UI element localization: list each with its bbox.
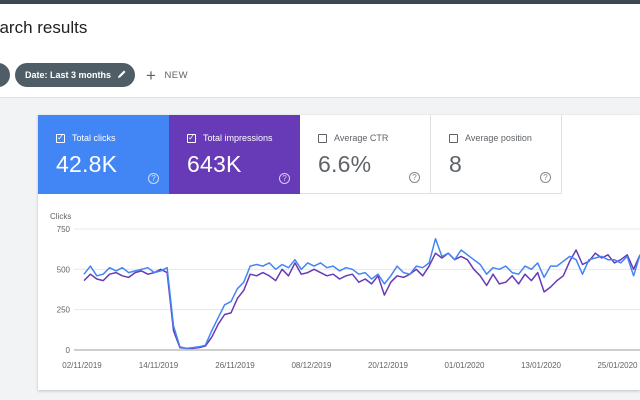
total-clicks-card[interactable]: ✓ Total clicks 42.8K ?	[38, 115, 169, 194]
y-tick-label: 0	[66, 346, 71, 355]
series-line	[83, 237, 640, 350]
page-title: earch results	[0, 18, 88, 37]
checkbox-checked-icon[interactable]: ✓	[56, 133, 65, 143]
x-tick-label: 20/12/2019	[368, 361, 409, 370]
x-tick-label: 02/11/2019	[62, 361, 102, 370]
new-filter-button[interactable]: + NEW	[146, 63, 188, 87]
new-filter-label: NEW	[164, 69, 189, 81]
filter-chip-partial[interactable]	[0, 63, 10, 87]
y-tick-label: 500	[57, 265, 71, 274]
top-accent-bar	[0, 0, 640, 4]
x-tick-label: 26/11/2019	[215, 361, 255, 370]
average-position-card[interactable]: Average position 8 ?	[431, 115, 562, 194]
checkbox-unchecked-icon[interactable]	[318, 133, 327, 143]
x-tick-label: 14/11/2019	[139, 361, 179, 370]
card-label: Average position	[465, 133, 532, 143]
x-tick-label: 01/01/2020	[444, 361, 485, 370]
help-icon[interactable]: ?	[148, 173, 159, 184]
card-label: Average CTR	[334, 133, 389, 143]
checkbox-unchecked-icon[interactable]	[449, 133, 458, 143]
pencil-icon[interactable]	[117, 69, 127, 81]
series-line	[83, 249, 640, 350]
date-filter-chip[interactable]: Date: Last 3 months	[15, 63, 136, 87]
filter-bar: Date: Last 3 months + NEW	[0, 50, 640, 98]
card-label: Total impressions	[203, 133, 273, 143]
card-value: 42.8K	[56, 151, 118, 177]
page-header: earch results	[0, 4, 640, 50]
y-tick-label: 750	[57, 225, 71, 234]
clicks-impressions-chart[interactable]: 0 250 500 750 02/11/2019 14/11/2019 26/11/2019…	[38, 220, 640, 380]
date-filter-label: Date: Last 3 months	[25, 70, 112, 80]
x-tick-label: 25/01/2020	[597, 361, 638, 370]
chart-y-axis-title: Clicks	[50, 212, 72, 221]
x-tick-label: 08/12/2019	[291, 361, 332, 370]
performance-panel: ✓ Total clicks 42.8K ? ✓ Total impressions…	[38, 115, 640, 390]
x-tick-label: 13/01/2020	[521, 361, 562, 370]
checkbox-checked-icon[interactable]: ✓	[187, 133, 196, 143]
help-icon[interactable]: ?	[540, 172, 551, 183]
help-icon[interactable]: ?	[409, 172, 420, 183]
card-value: 8	[449, 151, 462, 177]
card-label: Total clicks	[72, 133, 116, 143]
total-impressions-card[interactable]: ✓ Total impressions 643K ?	[169, 115, 300, 194]
average-ctr-card[interactable]: Average CTR 6.6% ?	[300, 115, 431, 194]
plus-icon: +	[146, 65, 157, 85]
card-value: 643K	[187, 151, 242, 177]
card-value: 6.6%	[318, 151, 372, 177]
y-tick-label: 250	[57, 306, 71, 315]
help-icon[interactable]: ?	[279, 173, 290, 184]
